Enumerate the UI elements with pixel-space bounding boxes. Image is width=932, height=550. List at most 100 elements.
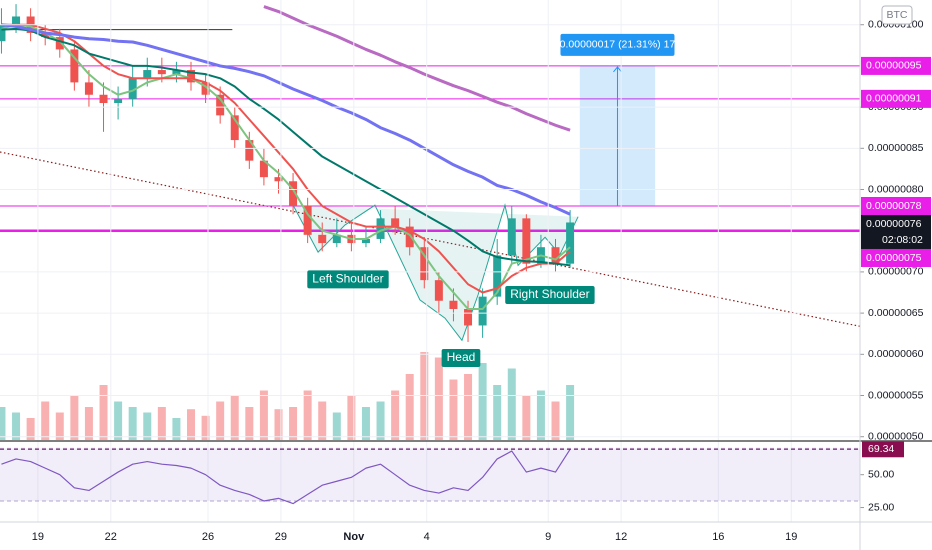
rsi-line [1, 448, 571, 505]
candle-body [245, 140, 254, 161]
y-tick-label: 0.00000080 [868, 183, 924, 195]
current-price-box [861, 214, 931, 249]
candle-body [172, 70, 181, 75]
currency-label: BTC [887, 9, 908, 21]
candle-body [361, 238, 370, 244]
pattern-label: Right Shoulder [510, 287, 589, 301]
candle-body [114, 98, 123, 103]
x-tick-label: 26 [202, 531, 214, 543]
pattern-label-box [441, 349, 481, 368]
price-line-label: 0.00000091 [866, 93, 922, 105]
volume-bar [332, 412, 341, 440]
volume-bar [405, 374, 414, 440]
x-tick-label: 4 [424, 531, 430, 543]
candle-body [187, 70, 196, 83]
candle-body [230, 115, 239, 141]
volume-bar [201, 415, 210, 440]
x-tick-label: 16 [712, 531, 724, 543]
volume-bar [391, 390, 400, 440]
volume-bar [361, 407, 370, 440]
price-line-label-box [861, 196, 931, 215]
pattern-line [292, 203, 579, 342]
volume-bar [449, 379, 458, 440]
volume-bar [187, 409, 196, 440]
x-tick-label: 29 [275, 531, 287, 543]
y-tick-label: 50.00 [868, 468, 894, 480]
candle-body [84, 82, 93, 95]
pattern-label: Head [447, 350, 476, 364]
pattern-label-box [505, 285, 595, 304]
y-tick-label: 0.00000065 [868, 307, 924, 319]
candle-body [420, 247, 429, 281]
candle-body [55, 37, 64, 50]
price-line-label-box [861, 248, 931, 267]
volume-bar [41, 401, 50, 440]
y-tick-label: 0.00000060 [868, 348, 924, 360]
volume-bar [347, 396, 356, 440]
rsi-band [0, 448, 860, 501]
volume-bar [551, 401, 560, 440]
x-tick-label: 19 [785, 531, 797, 543]
volume-bar [157, 407, 166, 440]
y-tick-label: 0.00000055 [868, 389, 924, 401]
price-line-label: 0.00000095 [866, 60, 922, 72]
volume-bar [84, 407, 93, 440]
current-price-label: 0.00000076 [866, 218, 922, 230]
candle-body [464, 308, 473, 326]
x-tick-label: 12 [615, 531, 627, 543]
rsi-current-label: 69.34 [868, 443, 894, 455]
candle-body [289, 181, 298, 206]
volume-bar [478, 363, 487, 440]
volume-bar [245, 407, 254, 440]
projection-label: 0.00000017 (21.31%) 17 [560, 39, 676, 51]
y-tick-label: 0.00000050 [868, 430, 924, 442]
rsi-current-box [862, 441, 904, 458]
volume-bar [128, 407, 137, 440]
volume-bar [289, 407, 298, 440]
x-tick-label: Nov [343, 531, 365, 543]
volume-bar [172, 418, 181, 440]
volume-bar [70, 396, 79, 440]
x-tick-label: 19 [32, 531, 44, 543]
candle-body [478, 296, 487, 326]
currency-box [881, 5, 913, 25]
volume-bar [274, 409, 283, 440]
volume-bar [12, 412, 21, 440]
volume-bar [143, 412, 152, 440]
x-tick-label: 22 [105, 531, 117, 543]
candle-body [274, 177, 283, 182]
moving-average [1, 23, 571, 294]
volume-bar [318, 401, 327, 440]
countdown-label: 02:08:02 [882, 234, 923, 246]
volume-bar [216, 401, 225, 440]
candle-body [259, 160, 268, 178]
candle-body [405, 226, 414, 248]
candle-body [70, 49, 79, 83]
volume-bar [114, 401, 123, 440]
candle-body [507, 218, 516, 256]
volume-bar [464, 374, 473, 440]
y-tick-label: 25.00 [868, 501, 894, 513]
candle-body [201, 82, 210, 95]
y-tick-label: 0.00000085 [868, 142, 924, 154]
volume-bar [0, 407, 6, 440]
volume-bar [259, 390, 268, 440]
volume-bar [26, 418, 35, 440]
price-line-label-box [861, 89, 931, 108]
candle-body [143, 70, 152, 79]
candle-body [332, 234, 341, 244]
candle-body [449, 300, 458, 309]
volume-bar [507, 368, 516, 440]
projection-label-box [560, 33, 675, 56]
volume-bar [434, 357, 443, 440]
candle-body [566, 222, 575, 264]
volume-bar [566, 385, 575, 440]
projection-arrowhead [613, 66, 622, 73]
y-tick-label: 0.00000070 [868, 266, 924, 278]
candle-body [391, 218, 400, 227]
volume-bar [536, 390, 545, 440]
candle-body [0, 24, 6, 42]
candle-body [12, 16, 21, 25]
moving-average [1, 23, 571, 216]
candle-body [41, 32, 50, 38]
